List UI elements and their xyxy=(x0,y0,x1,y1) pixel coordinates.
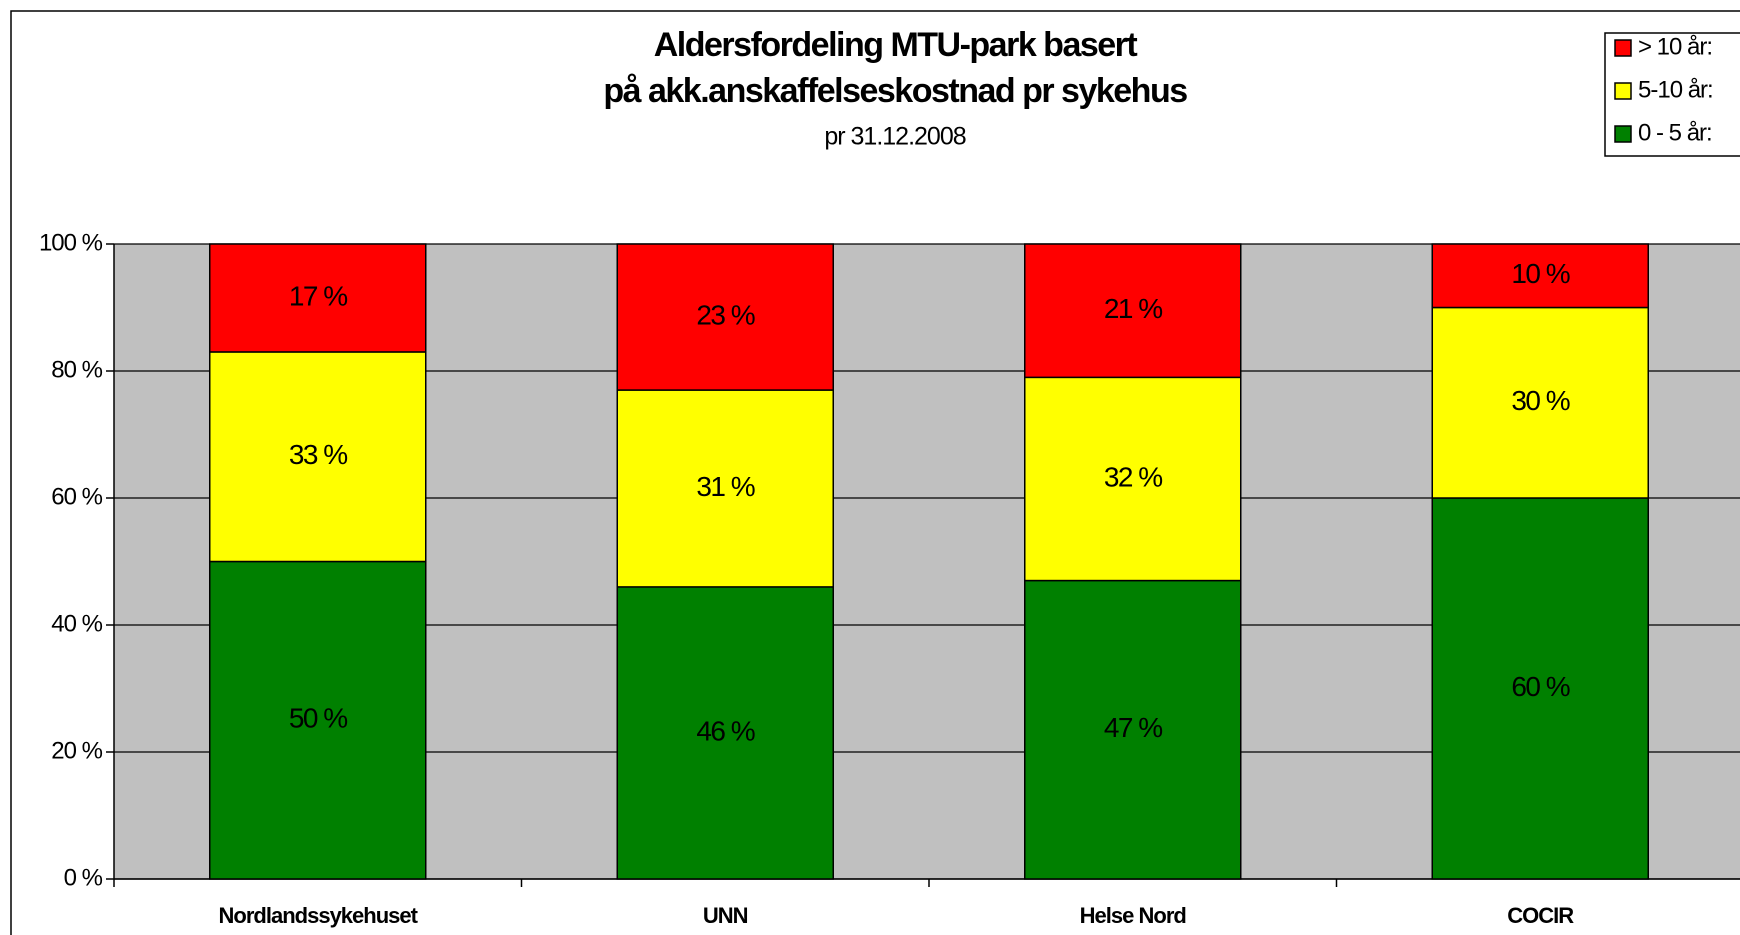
bar-segment xyxy=(616,586,834,880)
value-label: 32 % xyxy=(1104,461,1162,492)
value-label: 46 % xyxy=(696,715,754,746)
legend-label: > 10 år: xyxy=(1638,33,1712,60)
bar-segment xyxy=(1024,579,1242,880)
bar-segment xyxy=(1024,243,1242,379)
legend-label: 0 - 5 år: xyxy=(1638,119,1712,146)
x-tick-label: UNN xyxy=(703,903,748,928)
y-tick-label: 40 % xyxy=(51,610,102,637)
chart-subtitle: på akk.anskaffelseskostnad pr sykehus xyxy=(603,72,1187,110)
bar-segment xyxy=(1024,376,1242,582)
value-label: 50 % xyxy=(289,703,347,734)
bar-segment xyxy=(209,243,427,353)
chart-title: Aldersfordeling MTU-park basert xyxy=(654,26,1138,64)
value-label: 33 % xyxy=(289,439,347,470)
x-tick-label: COCIR xyxy=(1507,903,1574,928)
y-tick-label: 0 % xyxy=(64,864,103,891)
value-label: 17 % xyxy=(289,280,347,311)
legend-swatch xyxy=(1614,125,1632,143)
x-tick-label: Nordlandssykehuset xyxy=(219,903,419,928)
value-label: 21 % xyxy=(1104,293,1162,324)
chart-frame xyxy=(10,10,1740,935)
x-tick-label: Helse Nord xyxy=(1080,903,1186,928)
bar-segment xyxy=(616,243,834,391)
legend-label: 5-10 år: xyxy=(1638,76,1713,103)
bar-segment xyxy=(1431,306,1649,499)
y-tick-label: 80 % xyxy=(51,356,102,383)
bar-segment xyxy=(209,560,427,880)
y-tick-label: 20 % xyxy=(51,737,102,764)
chart-date: pr 31.12.2008 xyxy=(824,123,965,151)
value-label: 31 % xyxy=(696,471,754,502)
bar-segment xyxy=(1431,497,1649,880)
value-label: 10 % xyxy=(1511,258,1569,289)
bar-segment xyxy=(1431,243,1649,309)
legend-swatch xyxy=(1614,82,1632,100)
value-label: 60 % xyxy=(1511,671,1569,702)
bar-segment xyxy=(209,351,427,563)
y-tick-label: 100 % xyxy=(39,229,103,256)
value-label: 30 % xyxy=(1511,385,1569,416)
legend-swatch xyxy=(1614,39,1632,57)
value-label: 23 % xyxy=(696,299,754,330)
y-tick-label: 60 % xyxy=(51,483,102,510)
value-label: 47 % xyxy=(1104,712,1162,743)
